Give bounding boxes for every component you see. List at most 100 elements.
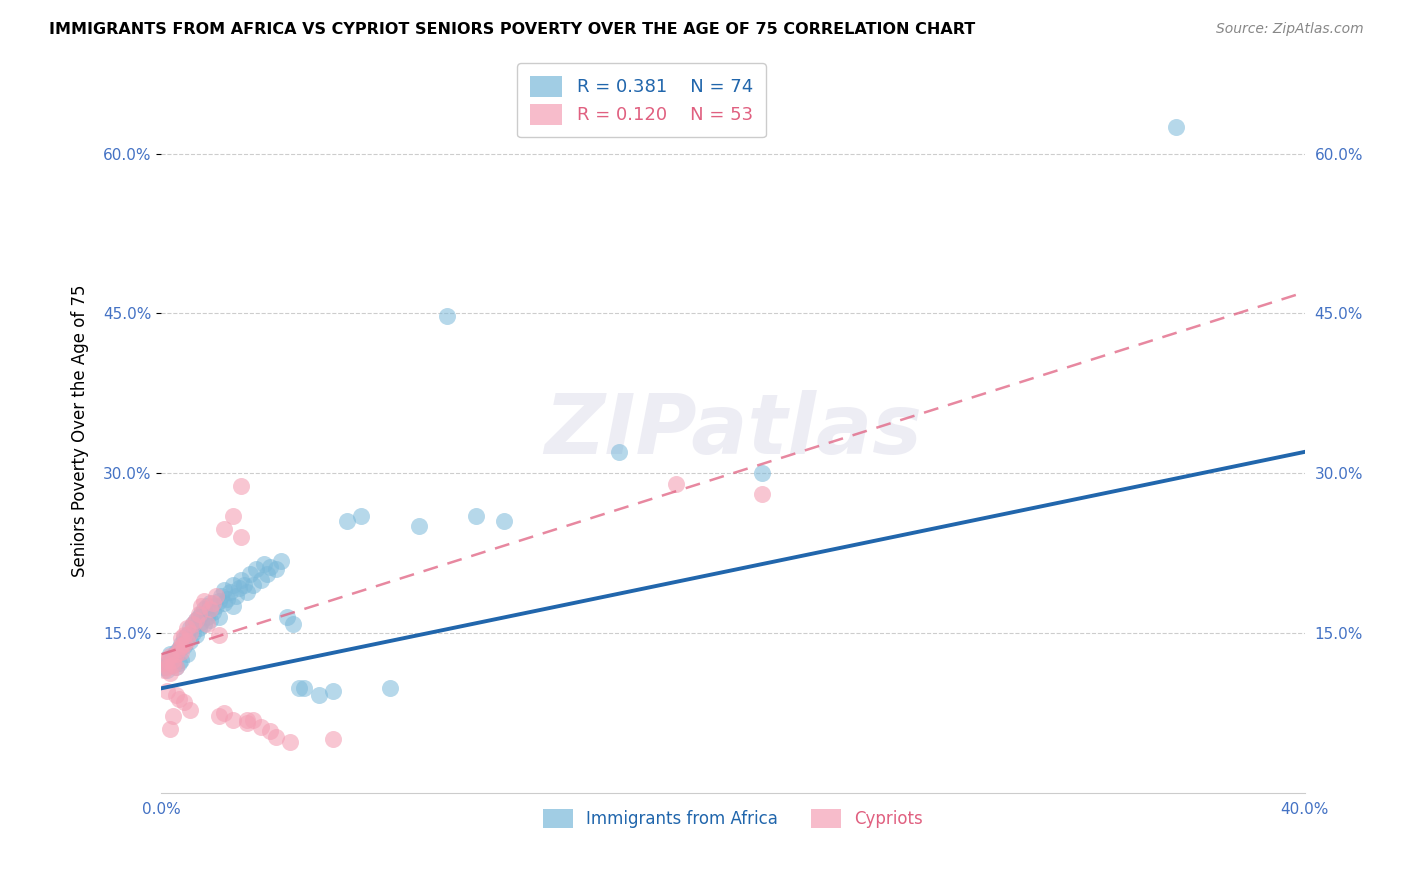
Point bbox=[225, 589, 247, 603]
Point bbox=[173, 632, 195, 646]
Point bbox=[162, 709, 184, 723]
Point bbox=[181, 617, 204, 632]
Point bbox=[322, 684, 344, 698]
Point bbox=[170, 645, 193, 659]
Point bbox=[198, 602, 221, 616]
Point bbox=[250, 573, 273, 587]
Point bbox=[209, 589, 232, 603]
Point bbox=[173, 695, 195, 709]
Point bbox=[173, 639, 195, 653]
Point bbox=[222, 713, 245, 727]
Point bbox=[153, 656, 176, 670]
Point bbox=[308, 688, 330, 702]
Point bbox=[222, 578, 245, 592]
Point bbox=[665, 476, 688, 491]
Point bbox=[233, 578, 256, 592]
Point bbox=[162, 657, 184, 672]
Point bbox=[159, 666, 181, 681]
Point bbox=[204, 599, 226, 614]
Point bbox=[181, 617, 204, 632]
Point bbox=[193, 602, 215, 616]
Point bbox=[231, 530, 253, 544]
Point bbox=[190, 599, 212, 614]
Point bbox=[190, 607, 212, 621]
Point bbox=[167, 641, 190, 656]
Point bbox=[170, 652, 193, 666]
Point bbox=[242, 578, 264, 592]
Point bbox=[159, 647, 181, 661]
Point bbox=[207, 709, 229, 723]
Point bbox=[176, 634, 198, 648]
Text: Source: ZipAtlas.com: Source: ZipAtlas.com bbox=[1216, 22, 1364, 37]
Point bbox=[167, 656, 190, 670]
Point bbox=[212, 522, 235, 536]
Point bbox=[167, 641, 190, 656]
Point bbox=[156, 652, 179, 666]
Point bbox=[250, 720, 273, 734]
Point bbox=[193, 617, 215, 632]
Point bbox=[408, 519, 430, 533]
Point bbox=[165, 660, 187, 674]
Point bbox=[156, 660, 179, 674]
Point bbox=[162, 649, 184, 664]
Point bbox=[190, 615, 212, 630]
Point bbox=[287, 681, 309, 696]
Point bbox=[607, 445, 630, 459]
Point bbox=[201, 605, 224, 619]
Point bbox=[464, 508, 486, 523]
Point bbox=[253, 557, 276, 571]
Point bbox=[207, 610, 229, 624]
Point bbox=[179, 634, 201, 648]
Legend: Immigrants from Africa, Cypriots: Immigrants from Africa, Cypriots bbox=[536, 803, 929, 835]
Point bbox=[236, 585, 259, 599]
Point bbox=[236, 713, 259, 727]
Point bbox=[184, 628, 207, 642]
Point bbox=[231, 479, 253, 493]
Point bbox=[162, 652, 184, 666]
Point bbox=[195, 617, 218, 632]
Point bbox=[751, 466, 773, 480]
Point bbox=[278, 734, 301, 748]
Point bbox=[187, 607, 209, 621]
Point bbox=[239, 567, 262, 582]
Point bbox=[198, 613, 221, 627]
Point bbox=[165, 647, 187, 661]
Point bbox=[156, 663, 179, 677]
Point bbox=[187, 610, 209, 624]
Point bbox=[264, 562, 287, 576]
Point bbox=[159, 652, 181, 666]
Point bbox=[264, 731, 287, 745]
Point bbox=[195, 610, 218, 624]
Point bbox=[153, 660, 176, 674]
Point bbox=[170, 632, 193, 646]
Point bbox=[217, 591, 239, 606]
Point bbox=[222, 599, 245, 614]
Point bbox=[170, 639, 193, 653]
Text: ZIPatlas: ZIPatlas bbox=[544, 390, 922, 471]
Point bbox=[193, 594, 215, 608]
Point bbox=[204, 589, 226, 603]
Point bbox=[276, 610, 298, 624]
Point bbox=[153, 663, 176, 677]
Point bbox=[259, 723, 281, 738]
Point bbox=[176, 628, 198, 642]
Point bbox=[176, 647, 198, 661]
Point bbox=[179, 626, 201, 640]
Point bbox=[236, 716, 259, 731]
Point bbox=[170, 636, 193, 650]
Point bbox=[179, 703, 201, 717]
Point bbox=[245, 562, 267, 576]
Point bbox=[201, 596, 224, 610]
Point bbox=[165, 688, 187, 702]
Point bbox=[187, 621, 209, 635]
Text: IMMIGRANTS FROM AFRICA VS CYPRIOT SENIORS POVERTY OVER THE AGE OF 75 CORRELATION: IMMIGRANTS FROM AFRICA VS CYPRIOT SENIOR… bbox=[49, 22, 976, 37]
Point bbox=[494, 514, 516, 528]
Point bbox=[156, 656, 179, 670]
Point bbox=[270, 553, 292, 567]
Point bbox=[181, 626, 204, 640]
Point bbox=[173, 628, 195, 642]
Point bbox=[292, 681, 315, 696]
Point bbox=[162, 657, 184, 672]
Point bbox=[207, 594, 229, 608]
Point bbox=[322, 732, 344, 747]
